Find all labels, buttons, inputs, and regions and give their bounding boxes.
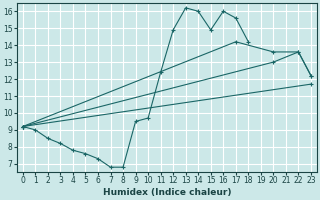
X-axis label: Humidex (Indice chaleur): Humidex (Indice chaleur) [103, 188, 231, 197]
